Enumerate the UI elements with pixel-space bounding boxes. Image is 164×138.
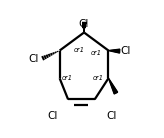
Text: Cl: Cl (79, 19, 89, 29)
Text: or1: or1 (91, 50, 102, 56)
Text: Cl: Cl (121, 46, 131, 56)
Polygon shape (109, 78, 118, 94)
Text: or1: or1 (62, 75, 72, 81)
Text: Cl: Cl (47, 111, 57, 121)
Text: Cl: Cl (29, 54, 39, 64)
Text: Cl: Cl (106, 111, 117, 121)
Text: or1: or1 (93, 75, 104, 81)
Text: or1: or1 (74, 47, 85, 53)
Polygon shape (109, 49, 120, 53)
